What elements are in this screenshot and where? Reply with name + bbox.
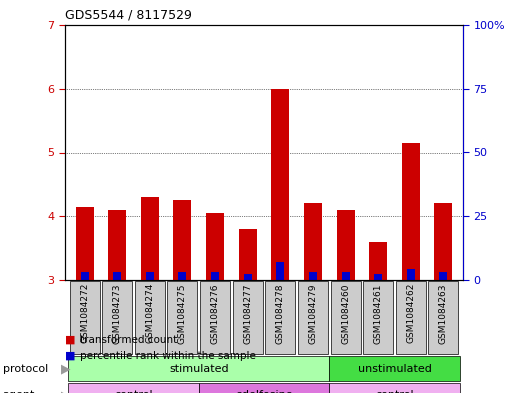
FancyBboxPatch shape — [329, 382, 460, 393]
Text: unstimulated: unstimulated — [358, 364, 431, 373]
Text: control: control — [114, 391, 153, 393]
Bar — [304, 204, 322, 280]
FancyBboxPatch shape — [199, 382, 329, 393]
FancyBboxPatch shape — [329, 356, 460, 382]
Text: ■: ■ — [65, 351, 75, 361]
Bar — [244, 274, 252, 280]
FancyBboxPatch shape — [265, 281, 295, 354]
Text: GDS5544 / 8117529: GDS5544 / 8117529 — [65, 8, 192, 21]
Text: GSM1084260: GSM1084260 — [341, 283, 350, 343]
Bar — [211, 272, 219, 280]
FancyBboxPatch shape — [200, 281, 230, 354]
FancyBboxPatch shape — [167, 281, 198, 354]
Text: GSM1084263: GSM1084263 — [439, 283, 448, 343]
FancyBboxPatch shape — [363, 281, 393, 354]
FancyBboxPatch shape — [396, 281, 426, 354]
Bar — [179, 272, 187, 280]
Text: control: control — [375, 391, 414, 393]
Text: transformed count: transformed count — [81, 335, 177, 345]
FancyBboxPatch shape — [298, 281, 328, 354]
Text: GSM1084274: GSM1084274 — [145, 283, 154, 343]
Bar — [108, 210, 126, 280]
Bar — [309, 272, 317, 280]
Text: stimulated: stimulated — [169, 364, 229, 373]
Bar — [435, 204, 452, 280]
FancyBboxPatch shape — [102, 281, 132, 354]
Bar — [113, 272, 121, 280]
Bar — [402, 143, 420, 280]
FancyBboxPatch shape — [135, 281, 165, 354]
Text: ▶: ▶ — [61, 389, 70, 393]
Text: ■: ■ — [65, 335, 75, 345]
FancyBboxPatch shape — [68, 356, 329, 382]
Bar — [277, 262, 284, 280]
Bar — [173, 200, 191, 280]
Bar — [206, 213, 224, 280]
Bar — [81, 272, 89, 280]
FancyBboxPatch shape — [68, 382, 199, 393]
Text: protocol: protocol — [3, 364, 48, 373]
Text: GSM1084273: GSM1084273 — [113, 283, 122, 343]
Text: GSM1084279: GSM1084279 — [308, 283, 318, 343]
Bar — [440, 272, 447, 280]
Text: percentile rank within the sample: percentile rank within the sample — [81, 351, 256, 361]
Text: GSM1084276: GSM1084276 — [210, 283, 220, 343]
Text: edelfosine: edelfosine — [235, 391, 293, 393]
FancyBboxPatch shape — [233, 281, 263, 354]
Bar — [374, 274, 382, 280]
Text: GSM1084262: GSM1084262 — [406, 283, 416, 343]
Bar — [239, 229, 256, 280]
Text: GSM1084275: GSM1084275 — [178, 283, 187, 343]
Text: ▶: ▶ — [61, 362, 70, 375]
Bar — [141, 197, 159, 280]
FancyBboxPatch shape — [330, 281, 361, 354]
Text: GSM1084261: GSM1084261 — [373, 283, 383, 343]
Bar — [271, 89, 289, 280]
Bar — [342, 272, 349, 280]
FancyBboxPatch shape — [70, 281, 100, 354]
Text: GSM1084278: GSM1084278 — [276, 283, 285, 343]
Bar — [75, 207, 93, 280]
Text: GSM1084277: GSM1084277 — [243, 283, 252, 343]
Bar — [407, 268, 415, 280]
Text: GSM1084272: GSM1084272 — [80, 283, 89, 343]
FancyBboxPatch shape — [428, 281, 459, 354]
Text: agent: agent — [3, 391, 35, 393]
Bar — [146, 272, 154, 280]
Bar — [337, 210, 354, 280]
Bar — [369, 242, 387, 280]
